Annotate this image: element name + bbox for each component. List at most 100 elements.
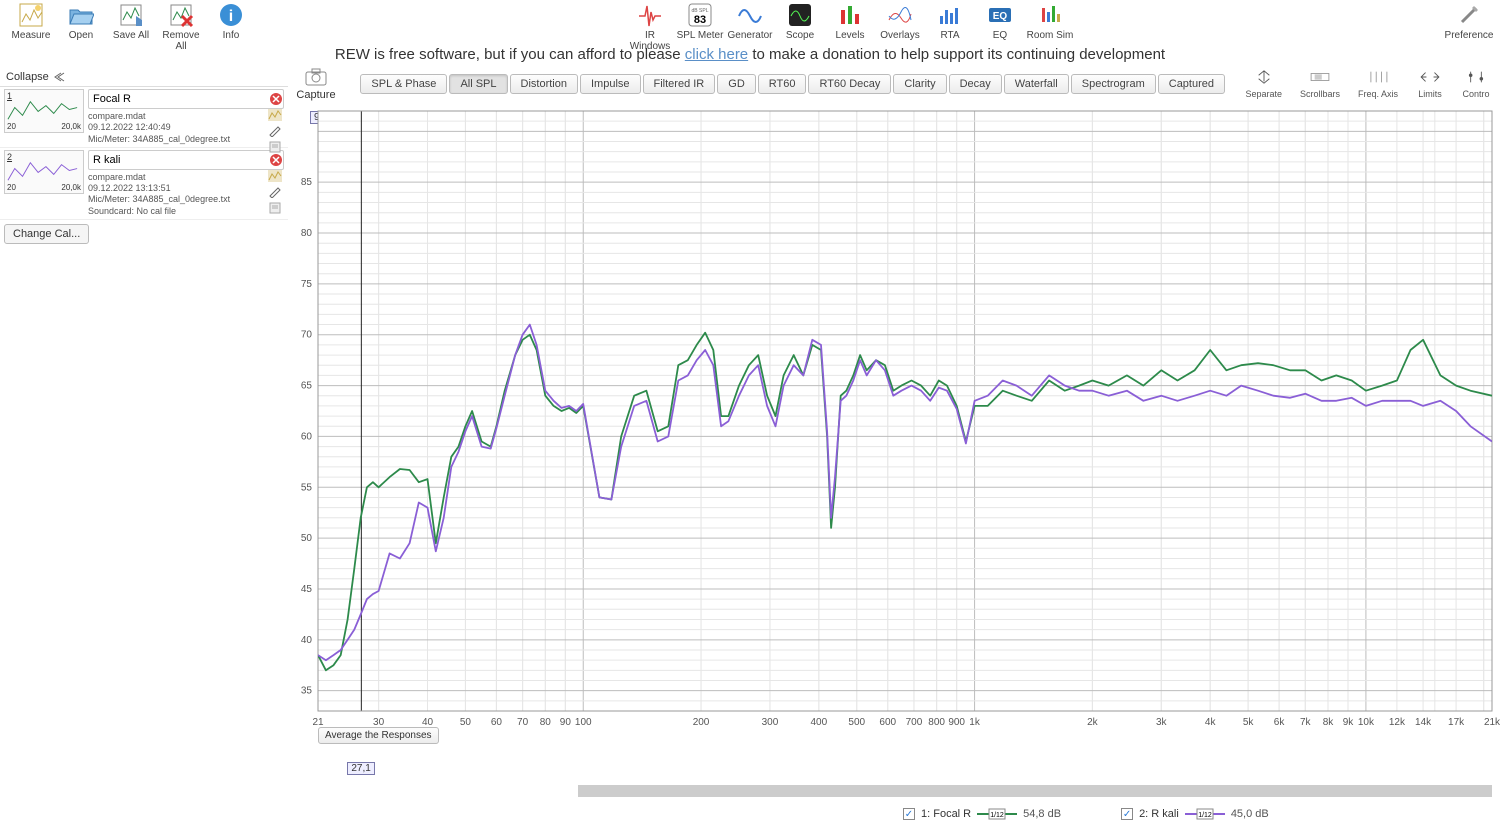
limits-icon (1416, 69, 1444, 85)
svg-text:83: 83 (694, 14, 706, 26)
svg-text:85: 85 (301, 177, 313, 188)
svg-text:i: i (229, 8, 233, 25)
viewtool-contro[interactable]: Contro (1462, 69, 1490, 99)
smoothing-slider[interactable]: 1/12 (977, 807, 1017, 821)
rta-button[interactable]: RTA (925, 2, 975, 52)
chart-view: Capture SPL & PhaseAll SPLDistortionImpu… (288, 67, 1500, 827)
save-button[interactable]: Save All (106, 2, 156, 52)
donate-post: to make a donation to help support its c… (748, 46, 1165, 63)
measurement-name-input[interactable] (89, 152, 269, 168)
remove-button[interactable]: Remove All (156, 2, 206, 52)
measurement-thumbnail: 22020,0k (4, 150, 84, 194)
save-icon (118, 2, 144, 28)
tool-label: RTA (925, 30, 975, 41)
eq-button[interactable]: EQ EQ (975, 2, 1025, 52)
viewtool-separate[interactable]: Separate (1245, 69, 1282, 99)
donate-pre: REW is free software, but if you can aff… (335, 46, 685, 63)
room-button[interactable]: Room Sim (1025, 2, 1075, 52)
levels-icon (837, 2, 863, 28)
collapse-icon (53, 72, 65, 82)
svg-text:75: 75 (301, 279, 313, 290)
eq-icon: EQ (987, 2, 1013, 28)
legend-checkbox[interactable]: ✓ (903, 808, 915, 820)
viewtool-limits[interactable]: Limits (1416, 69, 1444, 99)
tab-spectrogram[interactable]: Spectrogram (1071, 74, 1156, 94)
tool-label: Preference (1444, 30, 1494, 41)
tool-label: EQ (975, 30, 1025, 41)
measurement-meta: compare.mdat09.12.2022 12:40:49Mic/Meter… (88, 109, 284, 145)
tab-rt60[interactable]: RT60 (758, 74, 807, 94)
view-tools: Separate Scrollbars Freq. Axis Limits Contro (1245, 69, 1496, 99)
spl-plot[interactable]: 2130405060708090100200300400500600700800… (318, 101, 1492, 741)
average-responses-button[interactable]: Average the Responses (318, 727, 439, 744)
info-button[interactable]: i Info (206, 2, 256, 52)
tab-rt60-decay[interactable]: RT60 Decay (808, 74, 891, 94)
gen-button[interactable]: Generator (725, 2, 775, 52)
collapse-button[interactable]: Collapse (0, 67, 288, 87)
main-toolbar: MeasureOpenSave AllRemove AlliInfo IR Wi… (0, 0, 1500, 42)
svg-text:60: 60 (301, 431, 313, 442)
x-cursor-value: 27,1 (347, 762, 374, 775)
svg-text:EQ: EQ (993, 11, 1008, 22)
x-scrollbar[interactable] (578, 785, 1492, 797)
chart-icon[interactable] (268, 109, 282, 121)
tool-label: Info (206, 30, 256, 41)
ir-button[interactable]: IR Windows (625, 2, 675, 52)
tab-captured[interactable]: Captured (1158, 74, 1225, 94)
capture-button[interactable]: Capture (292, 68, 340, 101)
levels-button[interactable]: Levels (825, 2, 875, 52)
legend-checkbox[interactable]: ✓ (1121, 808, 1133, 820)
edit-icon[interactable] (268, 186, 282, 198)
splm-button[interactable]: dB SPL83 SPL Meter (675, 2, 725, 52)
donate-link[interactable]: click here (685, 46, 748, 63)
legend-db: 54,8 dB (1023, 808, 1061, 820)
notes-icon[interactable] (268, 202, 282, 214)
viewtool-freq-axis[interactable]: Freq. Axis (1358, 69, 1398, 99)
measure-button[interactable]: Measure (6, 2, 56, 52)
tab-spl-phase[interactable]: SPL & Phase (360, 74, 447, 94)
notes-icon[interactable] (268, 141, 282, 153)
splm-icon: dB SPL83 (687, 2, 713, 28)
measurement-thumbnail: 12020,0k (4, 89, 84, 133)
legend-item[interactable]: ✓2: R kali1/1245,0 dB (1121, 807, 1269, 821)
measurement-row[interactable]: 12020,0kcompare.mdat09.12.2022 12:40:49M… (0, 87, 288, 148)
change-cal-button[interactable]: Change Cal... (4, 224, 89, 244)
tool-label: Remove All (156, 30, 206, 52)
tab-waterfall[interactable]: Waterfall (1004, 74, 1069, 94)
tool-label: Measure (6, 30, 56, 41)
tab-impulse[interactable]: Impulse (580, 74, 641, 94)
freq. axis-icon (1364, 69, 1392, 85)
smoothing-slider[interactable]: 1/12 (1185, 807, 1225, 821)
tab-clarity[interactable]: Clarity (893, 74, 946, 94)
pref-button[interactable]: Preference (1444, 2, 1494, 41)
tab-gd[interactable]: GD (717, 74, 756, 94)
open-icon (68, 2, 94, 28)
tool-label: Levels (825, 30, 875, 41)
chart-icon[interactable] (268, 170, 282, 182)
legend-item[interactable]: ✓1: Focal R1/1254,8 dB (903, 807, 1061, 821)
measurement-name-input[interactable] (89, 91, 269, 107)
edit-icon[interactable] (268, 125, 282, 137)
overlays-button[interactable]: Overlays (875, 2, 925, 52)
remove-icon (168, 2, 194, 28)
tab-distortion[interactable]: Distortion (510, 74, 578, 94)
legend: ✓1: Focal R1/1254,8 dB✓2: R kali1/1245,0… (903, 807, 1269, 821)
tab-decay[interactable]: Decay (949, 74, 1002, 94)
tool-label: SPL Meter (675, 30, 725, 41)
open-button[interactable]: Open (56, 2, 106, 52)
view-tabs: SPL & PhaseAll SPLDistortionImpulseFilte… (340, 74, 1245, 94)
camera-icon (305, 68, 327, 86)
measurement-row[interactable]: 22020,0kcompare.mdat09.12.2022 13:13:51M… (0, 148, 288, 220)
measure-icon (18, 2, 44, 28)
collapse-label: Collapse (6, 71, 49, 83)
ir-icon (637, 2, 663, 28)
overlays-icon (887, 2, 913, 28)
scope-icon (787, 2, 813, 28)
delete-measurement-icon[interactable] (269, 153, 283, 167)
tab-filtered-ir[interactable]: Filtered IR (643, 74, 716, 94)
delete-measurement-icon[interactable] (269, 92, 283, 106)
capture-label: Capture (292, 89, 340, 101)
viewtool-scrollbars[interactable]: Scrollbars (1300, 69, 1340, 99)
tab-all-spl[interactable]: All SPL (449, 74, 507, 94)
scope-button[interactable]: Scope (775, 2, 825, 52)
